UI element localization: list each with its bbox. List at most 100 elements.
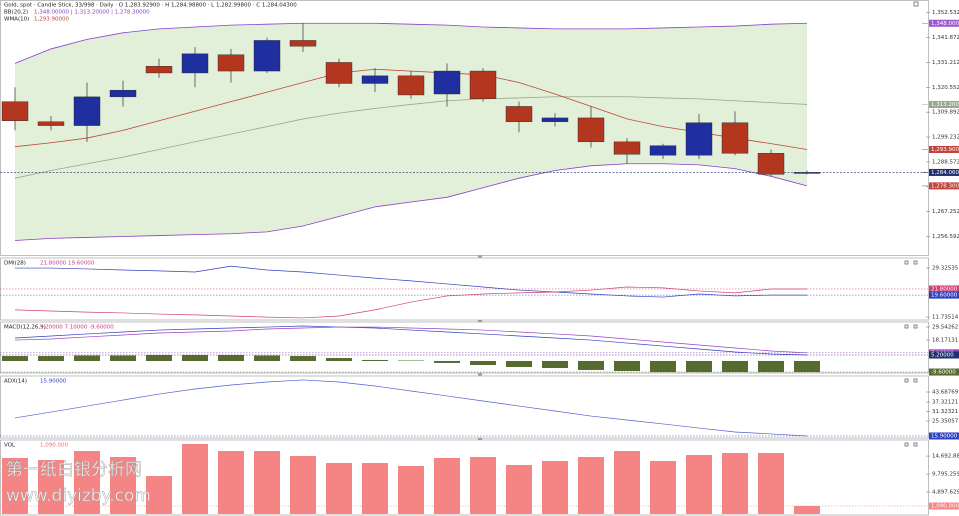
splitter[interactable] (478, 438, 482, 440)
y-tick-label: 29.54262 (932, 325, 958, 331)
splitter[interactable] (478, 320, 482, 322)
band-middle (14, 96, 808, 179)
value-box-label: 21.80000 (931, 286, 958, 292)
value-box-label: 1,313.20000 (931, 102, 959, 108)
candle-body (1, 101, 29, 121)
candle-body (433, 70, 461, 95)
legend-readout: 1,348.00000 | 1,313.20000 | 1,278.30000 (34, 10, 150, 16)
panel-title: VOL (4, 443, 16, 449)
volume-bar (398, 466, 424, 514)
splitter[interactable] (478, 373, 482, 376)
volume-bar (614, 451, 640, 514)
candle-body (73, 96, 101, 126)
panel-splitters[interactable] (478, 255, 482, 441)
candle-body (505, 106, 533, 122)
y-tick-label: 1,256.59243 (932, 234, 959, 240)
y-tick-label: 4,897.629 (932, 490, 959, 496)
y-tick-label: 11.73514 (932, 315, 959, 321)
macd-bar (542, 360, 568, 369)
candle-body (109, 89, 137, 98)
volume-bar (506, 465, 532, 514)
volume-bar (146, 476, 172, 514)
window-button[interactable] (904, 442, 909, 447)
candle-body (469, 70, 497, 99)
indicator-line (14, 326, 808, 354)
macd-bar (146, 355, 172, 361)
value-box-label: -9.60000 (931, 370, 956, 376)
legend-readout: 1,293.90000 (34, 17, 69, 23)
y-tick-label: 1,331.21243 (932, 60, 959, 66)
macd-bar (398, 360, 424, 362)
candle-body (793, 172, 821, 174)
band-lower (14, 163, 808, 241)
window-button[interactable] (904, 260, 909, 265)
legend-name: WMA(10) (4, 17, 29, 23)
y-tick-label: 29.32535 (932, 266, 959, 272)
candle-body (613, 141, 641, 155)
candle-body (397, 75, 425, 96)
macd-frame (0, 321, 929, 374)
value-box (929, 502, 959, 510)
value-box-label: 5.20000 (931, 353, 954, 359)
y-tick-label: 9,795.259 (932, 472, 959, 478)
volume-bar (434, 458, 460, 514)
macd-bar (326, 358, 352, 361)
volume-bar (218, 451, 244, 514)
volume-bar (74, 451, 100, 514)
volume-bar (2, 458, 28, 514)
window-button[interactable] (913, 260, 918, 265)
macd-bar (254, 355, 280, 361)
macd-bar (758, 360, 784, 373)
panel-readout: 5.20000 7.10000 -9.60000 (40, 325, 114, 331)
volume-bar (722, 453, 748, 514)
volume-bar (362, 463, 388, 514)
value-box-label: 19.60000 (931, 293, 958, 299)
y-tick-label: 37.32121 (932, 400, 958, 406)
value-box (929, 100, 959, 108)
adx-frame (0, 375, 929, 439)
candle-body (685, 122, 713, 156)
panel-readout: 1,090.000 (40, 443, 68, 449)
volume-bar (38, 460, 64, 514)
macd-bar (182, 355, 208, 361)
volume-bar (110, 456, 136, 514)
candle-body (289, 40, 317, 47)
candle-body (217, 54, 245, 72)
window-button[interactable] (913, 324, 918, 329)
macd-bar (722, 360, 748, 373)
macd-bar (650, 360, 676, 373)
macd-bar (2, 356, 28, 361)
candle-body (757, 153, 785, 175)
value-box (929, 19, 959, 27)
macd-bar (74, 355, 100, 361)
value-box (929, 291, 959, 299)
value-box (929, 368, 959, 376)
value-box-label: 1,284.06000 (931, 170, 959, 176)
vol-frame (0, 439, 929, 516)
splitter[interactable] (478, 255, 482, 258)
value-box-label: 1,278.30000 (931, 183, 959, 189)
legend-name: BB(20,2) (4, 10, 28, 16)
window-button[interactable] (913, 1, 919, 7)
indicator-line (15, 265, 807, 298)
value-box (929, 168, 959, 176)
macd-bar (38, 356, 64, 361)
window-button[interactable] (913, 378, 918, 383)
y-tick-label: 1,341.87243 (932, 35, 959, 41)
y-tick-label: 1,320.55243 (932, 85, 959, 91)
indicator-line (14, 379, 808, 437)
window-button[interactable] (913, 442, 918, 447)
candle-body (37, 121, 65, 126)
y-tick-label: 1,299.23243 (932, 135, 959, 141)
candle-body (325, 62, 353, 84)
macd-bar (434, 360, 460, 363)
window-button[interactable] (904, 378, 909, 383)
value-box (929, 182, 959, 190)
volume-bar (578, 456, 604, 514)
macd-bar (614, 360, 640, 372)
value-box (929, 145, 959, 153)
panel-controls[interactable] (904, 1, 919, 447)
volume-bar (794, 506, 820, 514)
window-button[interactable] (904, 324, 909, 329)
value-box-label: 1,090.000 (931, 504, 959, 510)
